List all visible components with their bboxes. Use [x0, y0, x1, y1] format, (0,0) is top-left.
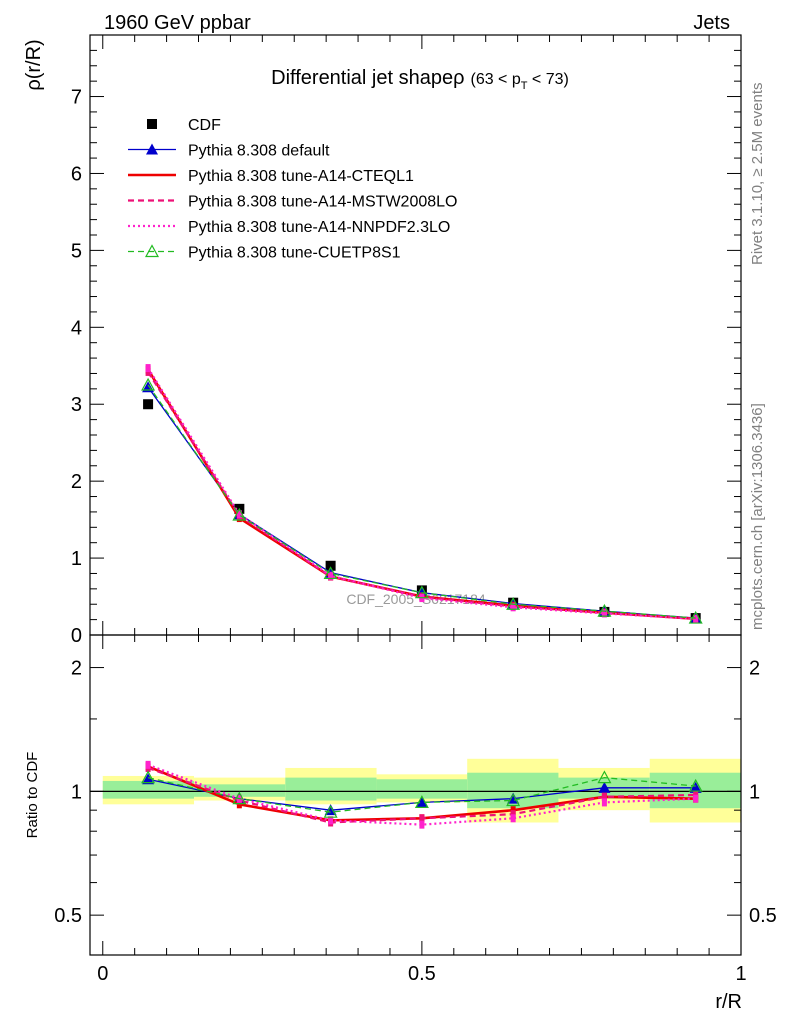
ratio-band-green — [285, 777, 377, 801]
x-tick-label: 1 — [735, 963, 746, 985]
ratio-data-point — [142, 773, 155, 785]
header-right: Jets — [693, 12, 730, 34]
main-series-line — [147, 367, 696, 620]
main-series-line — [147, 371, 696, 620]
main-y-tick-label: 0 — [71, 625, 82, 647]
ratio-data-point — [141, 770, 156, 784]
ratio-frame — [89, 634, 742, 956]
main-y-tick-label: 6 — [71, 163, 82, 185]
ratio-y-tick-label: 1 — [71, 781, 82, 803]
ratio-data-point — [689, 781, 702, 793]
ratio-data-point — [328, 816, 334, 825]
analysis-watermark: CDF_2005_S6217184 — [346, 591, 486, 607]
main-y-tick-label: 1 — [71, 548, 82, 570]
main-data-point — [414, 585, 429, 599]
main-series-line — [147, 384, 696, 619]
legend-label: CDF — [188, 117, 221, 134]
rivet-label: Rivet 3.1.10, ≥ 2.5M events — [749, 83, 766, 266]
ratio-data-point — [601, 792, 607, 801]
main-data-point — [145, 364, 151, 373]
main-y-tick-label: 5 — [71, 240, 82, 262]
main-data-point — [510, 603, 516, 612]
main-data-point — [597, 603, 612, 617]
main-y-tick-label: 3 — [71, 394, 82, 416]
main-data-point — [141, 377, 156, 391]
ratio-data-point — [415, 796, 428, 808]
main-data-point — [506, 596, 521, 610]
ratio-y-tick-label: 0.5 — [54, 905, 82, 927]
ratio-data-point — [323, 804, 338, 818]
ratio-y-axis-label: Ratio to CDF — [24, 752, 41, 839]
main-data-point — [325, 560, 336, 571]
main-data-point — [328, 571, 334, 580]
main-y-tick-label: 7 — [71, 87, 82, 109]
ratio-y-tick-label: 2 — [71, 658, 82, 680]
legend-label: Pythia 8.308 default — [188, 143, 330, 160]
mcplots-label: mcplots.cern.ch [arXiv:1306.3436] — [749, 403, 766, 630]
main-data-point — [143, 399, 154, 410]
ratio-data-point — [598, 781, 611, 793]
legend: CDF Pythia 8.308 default Pythia 8.308 tune… — [128, 117, 457, 262]
main-series-line — [146, 368, 696, 621]
legend-label: Pythia 8.308 tune-A14-NNPDF2.3LO — [188, 219, 450, 236]
ratio-y-tick-label-right: 2 — [749, 658, 760, 680]
legend-label: Pythia 8.308 tune-A14-CTEQL1 — [188, 168, 414, 185]
ratio-y-tick-label-right: 1 — [749, 781, 760, 803]
ratio-data-point — [510, 806, 516, 815]
ratio-band-green — [376, 779, 468, 799]
ratio-data-point — [506, 793, 521, 807]
ratio-data-point — [510, 814, 516, 823]
legend-marker — [144, 244, 160, 258]
main-data-point — [232, 507, 247, 521]
ratio-y-tick-label-right: 0.5 — [749, 905, 777, 927]
ratio-series-line — [147, 776, 696, 813]
legend-marker-cdf — [147, 119, 157, 129]
ratio-data-point — [419, 814, 425, 823]
ratio-data-point — [419, 820, 425, 829]
main-data-point — [236, 510, 242, 519]
ratio-data-point — [688, 778, 703, 792]
main-data-point — [323, 566, 338, 580]
ratio-data-point — [601, 798, 607, 807]
main-data-point — [688, 610, 703, 624]
header-left: 1960 GeV ppbar — [104, 12, 251, 34]
ratio-data-point — [510, 810, 516, 819]
main-title: Differential jet shapeρ (63 < pT < 73) — [271, 67, 569, 92]
legend-label: Pythia 8.308 tune-A14-MSTW2008LO — [188, 194, 457, 211]
ratio-data-point — [597, 770, 612, 784]
x-tick-label: 0 — [97, 963, 108, 985]
main-y-tick-label: 2 — [71, 471, 82, 493]
legend-label: Pythia 8.308 tune-CUETP8S1 — [188, 245, 401, 262]
main-y-tick-label: 4 — [71, 317, 82, 339]
ratio-data-point — [414, 795, 429, 809]
ratio-data-point — [232, 791, 247, 805]
x-axis-label: r/R — [715, 991, 742, 1013]
main-plot: 0 1 2 3 4 5 6 7 — [71, 34, 742, 955]
ratio-band-green — [102, 780, 195, 799]
ratio-data-point — [145, 760, 151, 769]
main-y-axis-label: ρ(r/R) — [23, 39, 45, 90]
main-data-point — [601, 609, 607, 618]
main-data-point — [693, 614, 699, 623]
ratio-data-point — [693, 794, 699, 803]
ratio-plot: 0.5 0.5 1 1 2 2 0 0.5 1 — [54, 658, 777, 985]
x-tick-label: 0.5 — [408, 963, 436, 985]
legend-marker — [146, 143, 158, 155]
